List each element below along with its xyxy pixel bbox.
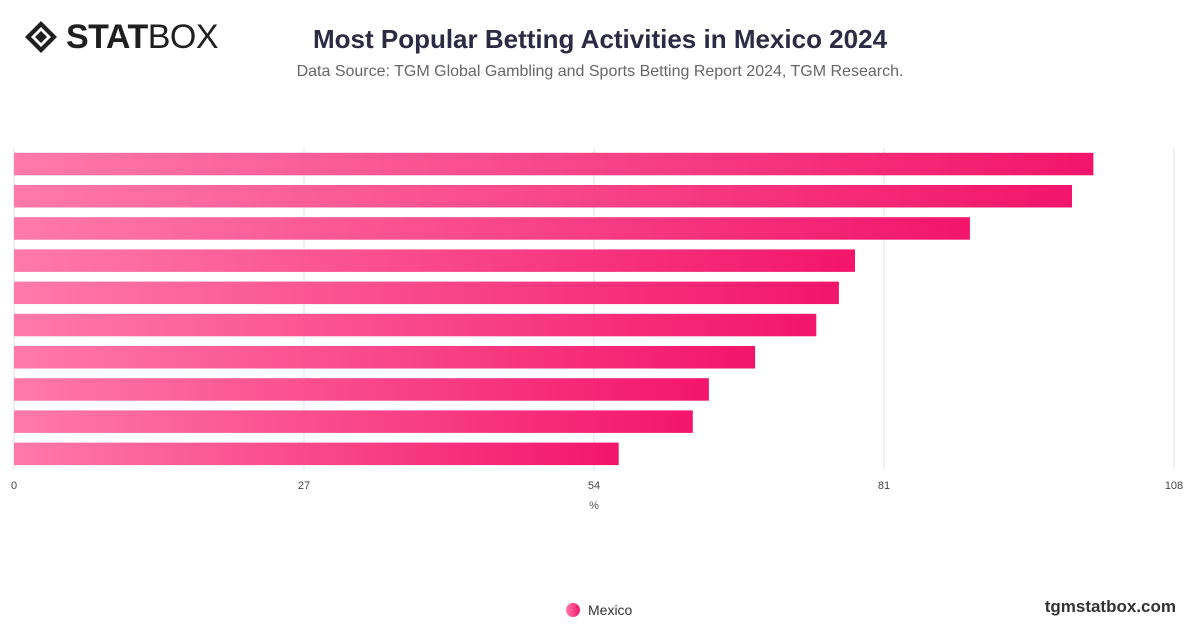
chart-subtitle: Data Source: TGM Global Gambling and Spo…: [296, 63, 904, 80]
logo-wordmark: STATBOX: [66, 18, 219, 56]
x-tick-label: 27: [298, 480, 310, 492]
logo-text-light: BOX: [147, 18, 219, 56]
chart-title: Most Popular Betting Activities in Mexic…: [312, 24, 888, 54]
x-tick-label: 54: [588, 480, 600, 492]
bar[interactable]: [14, 410, 693, 433]
legend[interactable]: Mexico: [566, 602, 632, 618]
bar[interactable]: [14, 313, 817, 337]
statbox-logo: STATBOX: [24, 18, 219, 56]
logo-text-bold: STAT: [66, 18, 148, 56]
x-axis-label: %: [589, 500, 599, 512]
bar[interactable]: [14, 281, 839, 305]
bar[interactable]: [14, 249, 855, 272]
legend-swatch: [566, 603, 580, 617]
legend-label: Mexico: [588, 602, 633, 618]
x-tick-labels: 0 27 54 81 108: [11, 480, 1183, 492]
bar[interactable]: [14, 217, 970, 240]
bar[interactable]: [14, 185, 1072, 208]
bars: [14, 152, 1094, 466]
x-tick-label: 108: [1165, 480, 1183, 492]
site-footer: tgmstatbox.com: [1044, 597, 1176, 616]
bar[interactable]: [14, 442, 619, 466]
bar[interactable]: [14, 378, 709, 401]
bar[interactable]: [14, 152, 1094, 176]
x-tick-label: 0: [11, 480, 17, 492]
x-tick-label: 81: [878, 480, 890, 492]
bar[interactable]: [14, 346, 756, 369]
statbox-diamond-icon: [25, 21, 57, 53]
